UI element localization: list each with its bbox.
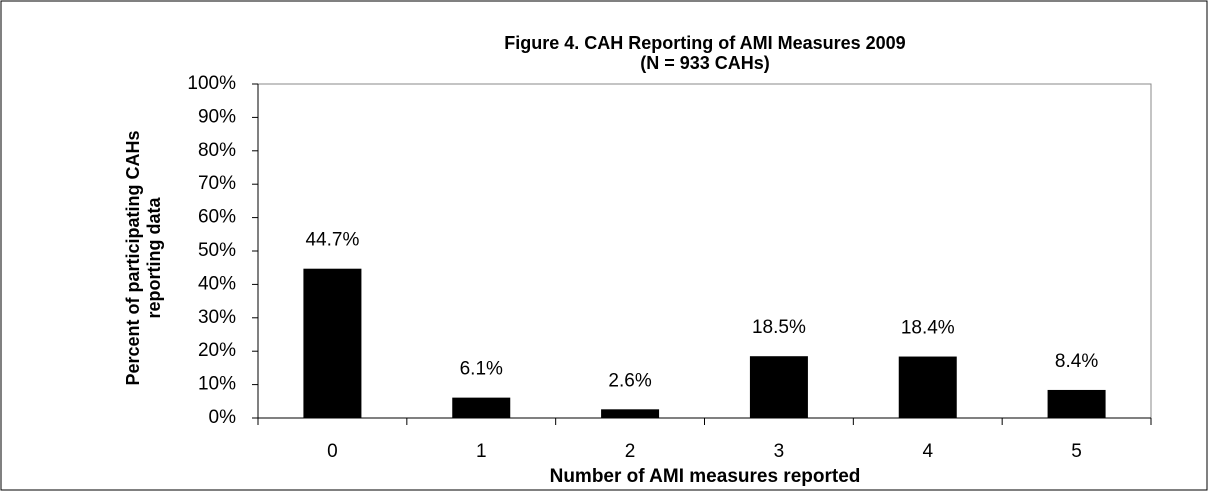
y-tick-label: 0% (209, 407, 237, 428)
chart-subtitle: (N = 933 CAHs) (640, 53, 770, 73)
x-tick-label: 0 (327, 441, 338, 462)
x-tick-label: 2 (625, 441, 636, 462)
data-label: 2.6% (608, 370, 651, 391)
y-tick-label: 50% (198, 240, 236, 261)
y-axis-label: Percent of participating CAHs (123, 130, 143, 385)
x-tick-label: 5 (1071, 441, 1082, 462)
x-tick-label: 1 (476, 441, 487, 462)
bar (749, 356, 808, 418)
data-label: 18.5% (752, 317, 806, 338)
data-label: 8.4% (1055, 351, 1098, 372)
bar (601, 409, 660, 418)
x-tick-label: 3 (774, 441, 785, 462)
y-axis-label: reporting data (144, 197, 164, 319)
y-tick-label: 70% (198, 173, 236, 194)
bar (452, 397, 511, 418)
bar (1047, 389, 1106, 418)
y-tick-label: 80% (198, 140, 236, 161)
bar (303, 268, 362, 418)
x-axis-label: Number of AMI measures reported (550, 466, 861, 487)
y-tick-label: 100% (187, 73, 236, 94)
data-label: 6.1% (460, 359, 503, 380)
y-tick-label: 90% (198, 106, 236, 127)
y-tick-label: 60% (198, 207, 236, 228)
x-tick-label: 4 (922, 441, 933, 462)
y-tick-label: 40% (198, 273, 236, 294)
data-label: 44.7% (305, 230, 359, 251)
chart-title: Figure 4. CAH Reporting of AMI Measures … (504, 33, 905, 53)
y-tick-label: 30% (198, 307, 236, 328)
data-label: 18.4% (901, 318, 955, 339)
y-tick-label: 10% (198, 374, 236, 395)
y-tick-label: 20% (198, 340, 236, 361)
bar (898, 356, 957, 418)
